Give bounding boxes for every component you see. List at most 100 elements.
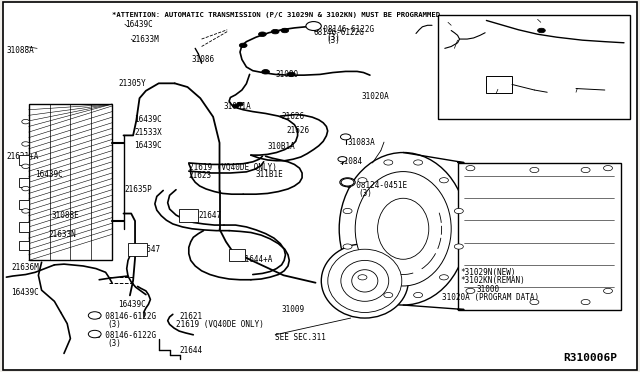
- Circle shape: [466, 288, 475, 294]
- Text: 31069: 31069: [493, 90, 516, 99]
- Text: 21621+A: 21621+A: [6, 152, 39, 161]
- Ellipse shape: [321, 244, 408, 318]
- Bar: [486, 76, 512, 93]
- Bar: [29, 104, 112, 260]
- Circle shape: [440, 178, 449, 183]
- Ellipse shape: [328, 249, 402, 312]
- Circle shape: [454, 244, 463, 249]
- Ellipse shape: [341, 260, 388, 301]
- Text: SEE SEC.311: SEE SEC.311: [275, 333, 326, 342]
- Circle shape: [237, 102, 243, 106]
- Text: 31020A (PROGRAM DATA): 31020A (PROGRAM DATA): [442, 293, 539, 302]
- Text: B 08124-0451E: B 08124-0451E: [347, 181, 407, 190]
- Text: B 08146-6122G: B 08146-6122G: [96, 312, 156, 321]
- Text: R310006P: R310006P: [564, 353, 618, 363]
- Circle shape: [538, 28, 545, 33]
- Ellipse shape: [352, 270, 378, 292]
- Text: 21533X: 21533X: [134, 128, 162, 137]
- Circle shape: [358, 178, 367, 183]
- Text: 21644+A: 21644+A: [240, 255, 273, 264]
- Circle shape: [239, 43, 247, 48]
- Circle shape: [454, 208, 463, 214]
- Circle shape: [384, 292, 393, 298]
- Text: 310B1A: 310B1A: [224, 102, 252, 110]
- Text: 21633N: 21633N: [48, 230, 76, 239]
- Text: 16439C: 16439C: [12, 288, 39, 296]
- Bar: [19, 155, 29, 164]
- Text: 31086: 31086: [192, 55, 215, 64]
- Text: 21619 (VQ40DE ONLY): 21619 (VQ40DE ONLY): [189, 163, 276, 172]
- Circle shape: [530, 167, 539, 173]
- Bar: [458, 163, 621, 310]
- Bar: [19, 241, 29, 250]
- Circle shape: [340, 134, 351, 140]
- Text: 31080: 31080: [275, 70, 298, 79]
- Circle shape: [358, 275, 367, 280]
- Text: B 08146-6122G: B 08146-6122G: [96, 331, 156, 340]
- Circle shape: [22, 164, 29, 169]
- Circle shape: [88, 330, 101, 338]
- Text: 16439C: 16439C: [134, 115, 162, 124]
- Text: 31082E: 31082E: [531, 15, 559, 24]
- Text: 21647: 21647: [198, 211, 221, 220]
- Text: (3): (3): [358, 189, 372, 198]
- Bar: [438, 15, 630, 119]
- Text: 31088A: 31088A: [6, 46, 34, 55]
- Ellipse shape: [339, 153, 467, 305]
- Text: 21623: 21623: [189, 171, 212, 180]
- Circle shape: [22, 209, 29, 213]
- Circle shape: [466, 166, 475, 171]
- Text: B: B: [93, 313, 96, 318]
- Text: 16439C: 16439C: [134, 141, 162, 150]
- Text: (3): (3): [108, 339, 122, 348]
- Text: 31000: 31000: [477, 285, 500, 294]
- Text: 16439C: 16439C: [118, 300, 146, 309]
- Circle shape: [413, 160, 422, 165]
- Circle shape: [581, 167, 590, 173]
- Text: (3): (3): [326, 33, 340, 42]
- Circle shape: [22, 142, 29, 146]
- Text: 31082U: 31082U: [439, 18, 467, 27]
- Circle shape: [530, 299, 539, 305]
- Circle shape: [306, 22, 321, 31]
- Text: 21619 (VQ40DE ONLY): 21619 (VQ40DE ONLY): [176, 320, 264, 329]
- Text: *31029N(NEW): *31029N(NEW): [461, 268, 516, 277]
- Circle shape: [440, 275, 449, 280]
- Circle shape: [343, 208, 352, 214]
- Text: 310B1A: 310B1A: [268, 142, 295, 151]
- Text: *3102KN(REMAN): *3102KN(REMAN): [461, 276, 525, 285]
- Circle shape: [581, 299, 590, 305]
- Text: 21626: 21626: [282, 112, 305, 121]
- Text: 16439C: 16439C: [125, 20, 152, 29]
- Circle shape: [287, 72, 295, 77]
- Text: 31082E: 31082E: [450, 44, 477, 53]
- Circle shape: [384, 160, 393, 165]
- Circle shape: [232, 104, 239, 108]
- Circle shape: [88, 312, 101, 319]
- Ellipse shape: [355, 171, 451, 286]
- Text: B: B: [312, 23, 316, 29]
- Text: 31009: 31009: [282, 305, 305, 314]
- Circle shape: [604, 288, 612, 294]
- Text: 21633M: 21633M: [131, 35, 159, 44]
- Text: B: B: [346, 180, 349, 185]
- Text: *ATTENTION: AUTOMATIC TRANSMISSION (P/C 31029N & 3102KN) MUST BE PROGRAMMED.: *ATTENTION: AUTOMATIC TRANSMISSION (P/C …: [112, 12, 445, 18]
- Text: (3): (3): [326, 36, 340, 45]
- Circle shape: [22, 119, 29, 124]
- Circle shape: [341, 179, 354, 186]
- Bar: [19, 200, 29, 209]
- Text: 21635P: 21635P: [125, 185, 152, 194]
- Circle shape: [262, 70, 269, 74]
- Circle shape: [340, 178, 355, 187]
- Text: 21644: 21644: [179, 346, 202, 355]
- Circle shape: [259, 32, 266, 36]
- Text: 21626: 21626: [287, 126, 310, 135]
- Circle shape: [343, 244, 352, 249]
- Circle shape: [413, 292, 422, 298]
- Circle shape: [271, 29, 279, 34]
- Bar: [229, 249, 245, 261]
- Text: 31084: 31084: [339, 157, 362, 166]
- Text: 21621: 21621: [179, 312, 202, 321]
- Circle shape: [22, 186, 29, 191]
- Text: 31096Z: 31096Z: [573, 89, 600, 97]
